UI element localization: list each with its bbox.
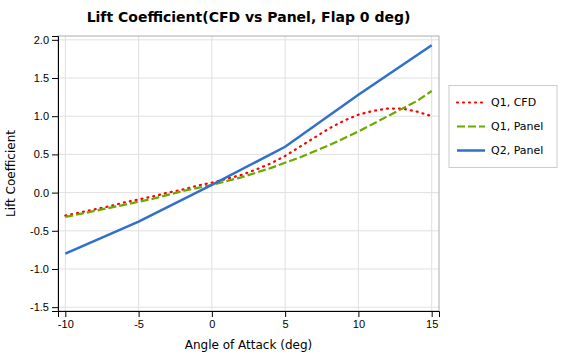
- legend-label: Q2, Panel: [491, 144, 543, 157]
- x-tick-mark: [432, 311, 433, 317]
- y-tick-mark: [52, 154, 58, 155]
- y-tick-label: 1.0: [34, 110, 49, 122]
- legend-box: [449, 86, 557, 168]
- line-series: [65, 109, 431, 216]
- title: Lift Coefficient(CFD vs Panel, Flap 0 de…: [87, 9, 411, 25]
- grid-line-x: [138, 36, 139, 311]
- y-tick-mark: [52, 269, 58, 270]
- y-tick-mark: [52, 307, 58, 308]
- x-tick-label: -5: [134, 318, 144, 330]
- grid-line-x: [358, 36, 359, 311]
- grid-line-x: [431, 36, 432, 311]
- y-tick: 1.0: [34, 110, 58, 122]
- chart: -10 -5 0 5 10 15 -1.5 -1.0 -0.5 0.0 0.5 1.0 1.5 2.0 Li…: [0, 0, 567, 357]
- x-tick: 10: [353, 311, 365, 330]
- grid-line-x: [285, 36, 286, 311]
- plot: -10 -5 0 5 10 15 -1.5 -1.0 -0.5 0.0 0.5 1.0 1.5 2.0: [30, 34, 439, 330]
- x-tick: 0: [209, 311, 215, 330]
- y-tick-label: 1.5: [34, 72, 49, 84]
- y-tick-label: -1.0: [30, 263, 49, 275]
- series-group: [65, 45, 431, 254]
- y-tick-label: -1.5: [30, 301, 49, 313]
- legend: Q1, CFD Q1, Panel Q2, Panel: [449, 86, 557, 168]
- y-tick: 0.5: [34, 148, 58, 160]
- grid-line-y: [58, 192, 439, 193]
- plot-frame: [58, 36, 439, 311]
- y-tick-label: 2.0: [34, 34, 49, 46]
- x-axis: -10 -5 0 5 10 15: [58, 311, 440, 330]
- x-tick-mark: [358, 311, 359, 317]
- line-series: [65, 45, 431, 254]
- y-tick: 2.0: [34, 34, 58, 46]
- grid-line-y: [58, 268, 439, 269]
- y-tick: 1.5: [34, 72, 58, 84]
- y-axis: -1.5 -1.0 -0.5 0.0 0.5 1.0 1.5 2.0: [30, 34, 58, 313]
- x-tick-label: 5: [283, 318, 289, 330]
- x-axis-title: Angle of Attack (deg): [185, 338, 312, 352]
- y-tick-label: 0.5: [34, 148, 49, 160]
- grid-line-x: [211, 36, 212, 311]
- x-tick-mark: [65, 311, 66, 317]
- grid-line-x: [65, 36, 66, 311]
- x-tick-mark: [212, 311, 213, 317]
- x-tick-label: -10: [58, 318, 74, 330]
- y-axis-line: [52, 37, 59, 312]
- y-axis-title: Lift Coefficient: [4, 130, 18, 217]
- y-tick-label: -0.5: [30, 225, 49, 237]
- y-tick: 0.0: [34, 187, 58, 199]
- legend-label: Q1, Panel: [491, 120, 543, 133]
- y-tick-mark: [52, 40, 58, 41]
- grid-line-y: [58, 116, 439, 117]
- x-tick: -5: [134, 311, 144, 330]
- y-tick-mark: [52, 231, 58, 232]
- legend-swatch: [457, 149, 485, 152]
- x-tick-label: 15: [426, 318, 438, 330]
- legend-swatch: [457, 125, 485, 127]
- x-tick-mark: [285, 311, 286, 317]
- x-tick: 15: [426, 311, 438, 330]
- y-tick-mark: [52, 116, 58, 117]
- grid-line-y: [58, 39, 439, 40]
- legend-swatch: [457, 101, 485, 103]
- grid: [58, 36, 439, 311]
- x-tick: 5: [283, 311, 289, 330]
- grid-line-y: [58, 154, 439, 155]
- x-axis-line: [59, 312, 440, 318]
- y-tick-mark: [52, 193, 58, 194]
- y-tick: -1.5: [30, 301, 58, 313]
- x-tick-mark: [139, 311, 140, 317]
- x-tick: -10: [58, 311, 74, 330]
- y-tick: -1.0: [30, 263, 58, 275]
- x-tick-label: 10: [353, 318, 365, 330]
- line-series: [65, 91, 431, 217]
- x-tick-label: 0: [209, 318, 215, 330]
- y-tick-label: 0.0: [34, 187, 49, 199]
- y-tick: -0.5: [30, 225, 58, 237]
- legend-label: Q1, CFD: [491, 96, 536, 109]
- grid-line-y: [58, 307, 439, 308]
- y-tick-mark: [52, 78, 58, 79]
